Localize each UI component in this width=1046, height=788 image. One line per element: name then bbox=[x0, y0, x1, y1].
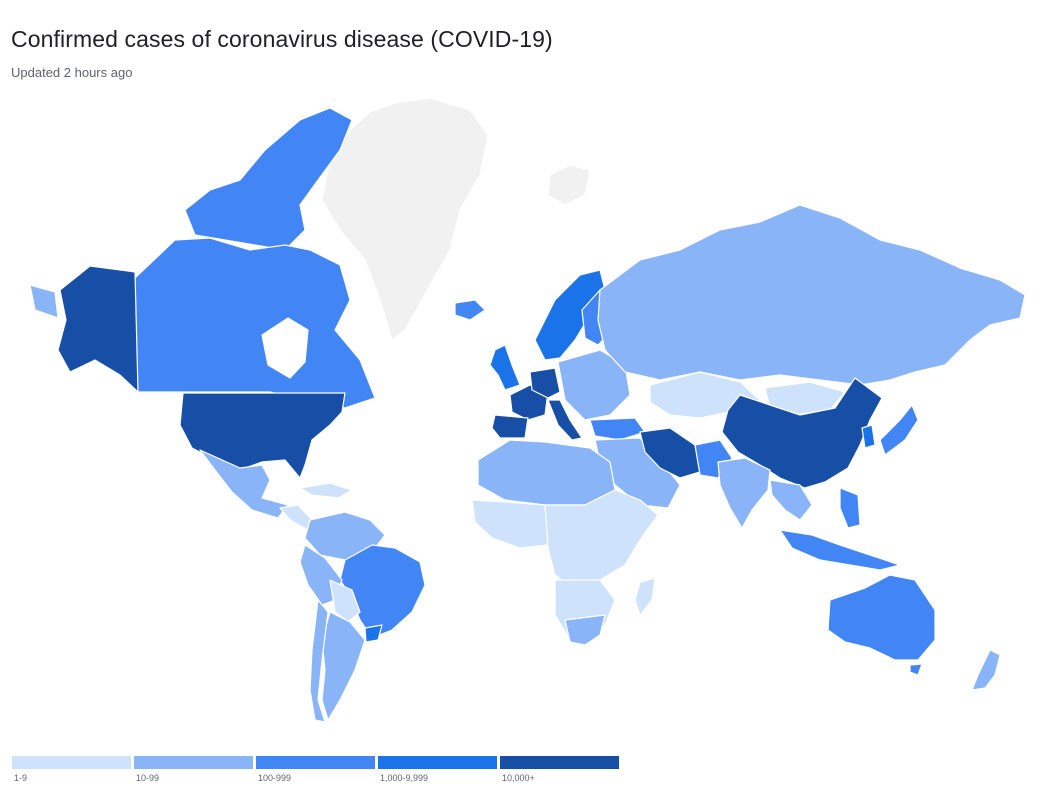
region-svalbard[interactable] bbox=[547, 164, 591, 206]
legend-label-1-9: 1-9 bbox=[14, 773, 28, 783]
legend-label-1000-9999: 1,000-9,999 bbox=[380, 773, 429, 783]
region-korea[interactable] bbox=[861, 424, 876, 449]
region-china[interactable] bbox=[721, 377, 883, 489]
region-japan[interactable] bbox=[879, 404, 919, 456]
region-mexico[interactable] bbox=[199, 449, 289, 519]
region-russia[interactable] bbox=[597, 204, 1026, 386]
region-eastern-europe[interactable] bbox=[557, 349, 631, 421]
page-title: Confirmed cases of coronavirus disease (… bbox=[11, 26, 553, 52]
legend-swatch-1-9 bbox=[12, 756, 131, 769]
legend-swatch-100-999 bbox=[256, 756, 375, 769]
region-se-asia[interactable] bbox=[769, 479, 813, 521]
region-iceland[interactable] bbox=[454, 299, 486, 321]
region-canada-arctic[interactable] bbox=[184, 107, 353, 251]
legend-label-10000-plus: 10,000+ bbox=[502, 773, 535, 783]
region-chile[interactable] bbox=[309, 599, 329, 723]
legend: 1-9 10-99 100-999 1,000-9,999 10,000+ bbox=[12, 756, 620, 786]
region-tasmania[interactable] bbox=[909, 663, 923, 676]
region-chukotka[interactable] bbox=[29, 284, 59, 319]
legend-swatch-10000-plus bbox=[500, 756, 619, 769]
region-turkey[interactable] bbox=[589, 417, 646, 441]
region-italy[interactable] bbox=[547, 399, 583, 441]
region-new-zealand[interactable] bbox=[971, 649, 1001, 691]
region-alaska[interactable] bbox=[57, 265, 139, 393]
region-philippines[interactable] bbox=[839, 487, 861, 529]
region-north-africa[interactable] bbox=[477, 439, 616, 506]
region-madagascar[interactable] bbox=[634, 577, 656, 616]
region-india[interactable] bbox=[717, 457, 771, 529]
region-iran[interactable] bbox=[639, 427, 701, 479]
region-central-africa[interactable] bbox=[544, 489, 659, 591]
hudson-bay bbox=[261, 317, 309, 379]
region-uk[interactable] bbox=[489, 344, 521, 391]
region-canada[interactable] bbox=[134, 237, 376, 409]
legend-label-10-99: 10-99 bbox=[136, 773, 160, 783]
region-argentina[interactable] bbox=[321, 611, 366, 721]
update-timestamp: Updated 2 hours ago bbox=[11, 65, 133, 80]
legend-swatch-1000-9999 bbox=[378, 756, 497, 769]
region-spain[interactable] bbox=[491, 414, 529, 439]
region-usa[interactable] bbox=[179, 392, 346, 479]
region-malaysia-indonesia[interactable] bbox=[779, 529, 901, 571]
region-south-africa[interactable] bbox=[564, 614, 606, 646]
region-germany[interactable] bbox=[529, 367, 561, 399]
region-uruguay[interactable] bbox=[364, 624, 383, 643]
region-bolivia[interactable] bbox=[329, 579, 361, 623]
legend-label-100-999: 100-999 bbox=[258, 773, 292, 783]
region-australia[interactable] bbox=[827, 574, 936, 661]
legend-swatch-10-99 bbox=[134, 756, 253, 769]
region-caribbean[interactable] bbox=[299, 482, 353, 499]
world-map[interactable] bbox=[0, 90, 1046, 740]
